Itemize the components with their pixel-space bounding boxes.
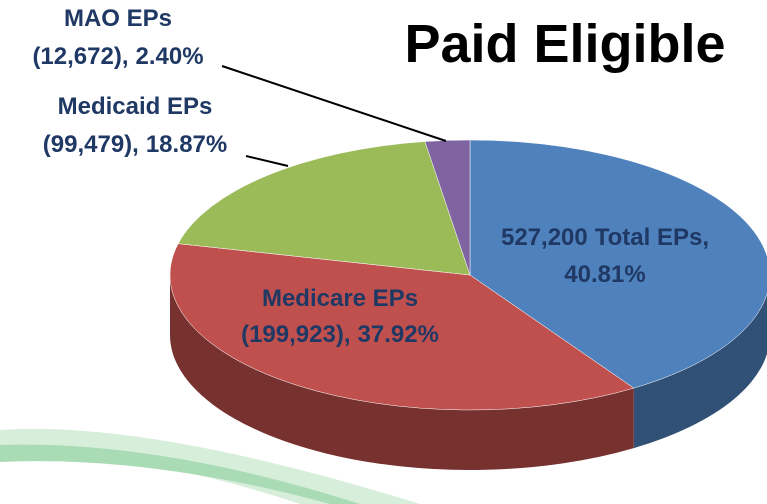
pie xyxy=(169,139,767,470)
category-label: Total EPs, xyxy=(595,224,709,251)
slice-label: 527,200 Total EPs, xyxy=(501,224,709,251)
chart-title: Paid Eligible xyxy=(404,14,725,74)
count-label: (12,672), xyxy=(32,43,128,70)
value-label: 40.81% xyxy=(564,261,645,288)
category-label: Medicare EPs xyxy=(262,285,418,312)
pie-slice xyxy=(169,243,635,411)
slice-label: (99,479), 18.87% xyxy=(43,131,227,158)
count-label: (199,923), xyxy=(241,321,350,348)
value-label: 18.87% xyxy=(146,131,227,158)
category-label: MAO EPs xyxy=(64,5,172,32)
value-label: 37.92% xyxy=(358,321,439,348)
leader-line xyxy=(245,155,289,167)
pie-slice xyxy=(177,141,471,276)
pie-side xyxy=(169,275,634,470)
pie-side xyxy=(633,294,767,449)
leader-line xyxy=(221,65,447,142)
slice-label: (12,672), 2.40% xyxy=(32,43,203,70)
slice-label: (199,923), 37.92% xyxy=(241,321,439,348)
category-label: Medicaid EPs xyxy=(58,93,213,120)
count-label: (99,479), xyxy=(43,131,139,158)
decor-swoosh xyxy=(0,444,360,504)
count-label: 527,200 xyxy=(501,224,588,251)
pie-slice xyxy=(424,139,471,276)
value-label: 2.40% xyxy=(136,43,204,70)
